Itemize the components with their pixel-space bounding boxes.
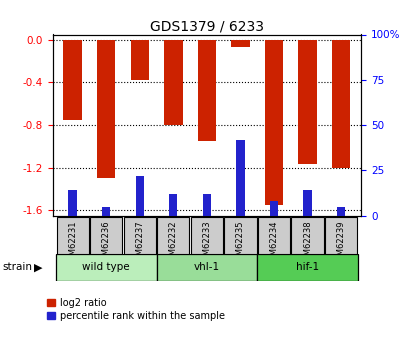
Text: GSM62234: GSM62234 xyxy=(270,220,278,266)
Bar xyxy=(332,40,350,168)
Bar xyxy=(57,217,89,254)
Bar xyxy=(157,254,257,280)
Bar xyxy=(68,190,77,216)
Bar xyxy=(265,40,283,205)
Text: strain: strain xyxy=(2,263,32,272)
Legend: log2 ratio, percentile rank within the sample: log2 ratio, percentile rank within the s… xyxy=(47,298,225,321)
Text: hif-1: hif-1 xyxy=(296,263,319,272)
Text: vhl-1: vhl-1 xyxy=(194,263,220,272)
Bar xyxy=(258,217,290,254)
Bar xyxy=(191,217,223,254)
Title: GDS1379 / 6233: GDS1379 / 6233 xyxy=(150,19,264,33)
Bar xyxy=(203,194,211,216)
Bar xyxy=(257,254,358,280)
Bar xyxy=(325,217,357,254)
Bar xyxy=(270,201,278,216)
Bar xyxy=(337,207,345,216)
Bar xyxy=(63,40,82,120)
Bar xyxy=(236,139,244,216)
Text: GSM62233: GSM62233 xyxy=(202,220,211,266)
Bar xyxy=(291,217,324,254)
Text: GSM62235: GSM62235 xyxy=(236,220,245,266)
Bar xyxy=(231,40,249,47)
Bar xyxy=(303,190,312,216)
Text: GSM62232: GSM62232 xyxy=(169,220,178,266)
Text: GSM62238: GSM62238 xyxy=(303,220,312,266)
Bar xyxy=(123,217,156,254)
Text: GSM62237: GSM62237 xyxy=(135,220,144,266)
Bar xyxy=(56,254,157,280)
Bar xyxy=(136,176,144,216)
Bar xyxy=(102,207,110,216)
Bar xyxy=(169,194,178,216)
Bar xyxy=(157,217,189,254)
Text: ▶: ▶ xyxy=(34,263,43,272)
Bar xyxy=(198,40,216,141)
Bar xyxy=(298,40,317,165)
Bar xyxy=(131,40,149,80)
Bar xyxy=(90,217,122,254)
Bar xyxy=(97,40,116,178)
Text: GSM62239: GSM62239 xyxy=(336,220,346,266)
Bar xyxy=(224,217,257,254)
Bar xyxy=(164,40,183,125)
Text: wild type: wild type xyxy=(82,263,130,272)
Text: GSM62236: GSM62236 xyxy=(102,220,111,266)
Text: GSM62231: GSM62231 xyxy=(68,220,77,266)
